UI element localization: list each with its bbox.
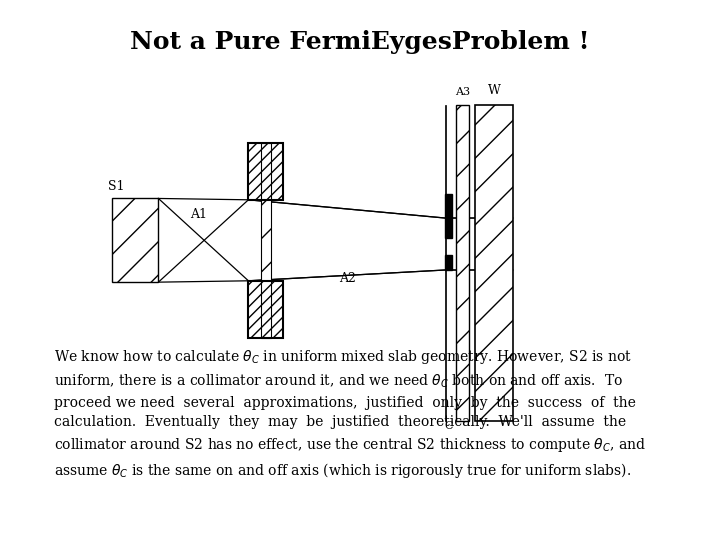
Bar (112, 198, 158, 282)
Bar (248, 143, 283, 200)
Text: A3: A3 (455, 87, 471, 97)
Bar (261, 143, 271, 338)
Bar (261, 200, 271, 281)
Bar (456, 105, 469, 421)
Bar (445, 255, 452, 270)
Bar (445, 105, 446, 421)
Text: A1: A1 (190, 208, 207, 221)
Text: We know how to calculate $\theta_C$ in uniform mixed slab geometry. However, S2 : We know how to calculate $\theta_C$ in u… (54, 348, 646, 480)
Text: A2: A2 (339, 272, 356, 285)
Text: W: W (487, 84, 500, 97)
Bar (248, 281, 283, 338)
Text: S1: S1 (108, 180, 125, 193)
Text: Not a Pure FermiEygesProblem !: Not a Pure FermiEygesProblem ! (130, 30, 590, 53)
Bar (475, 105, 513, 421)
Bar (445, 194, 452, 238)
Text: C: C (444, 421, 453, 431)
